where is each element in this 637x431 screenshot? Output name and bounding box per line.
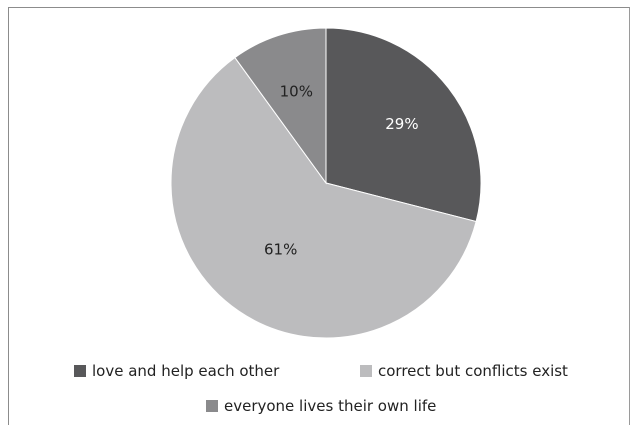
legend-swatch-love — [74, 365, 86, 377]
pie-slice-own-life — [234, 27, 327, 185]
legend-item-own-life: everyone lives their own life — [206, 397, 436, 415]
legend-label-own-life: everyone lives their own life — [224, 397, 437, 415]
legend-label-conflicts: correct but conflicts exist — [378, 362, 568, 380]
legend-item-conflicts: correct but conflicts exist — [360, 362, 568, 380]
pie-slice-conflicts — [170, 56, 477, 339]
pie-label-conflicts: 61% — [264, 241, 297, 259]
legend-swatch-conflicts — [360, 365, 372, 377]
pie-label-own-life: 10% — [280, 83, 313, 101]
pie-label-love: 29% — [385, 115, 418, 133]
pie-slice-love — [325, 27, 482, 223]
legend-item-love: love and help each other — [74, 362, 279, 380]
legend-swatch-own-life — [206, 400, 218, 412]
legend-label-love: love and help each other — [92, 362, 280, 380]
